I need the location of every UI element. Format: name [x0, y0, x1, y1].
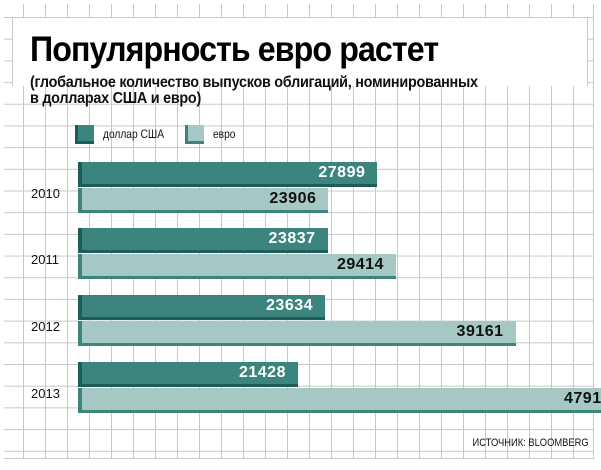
year-label-2011: 2011 — [31, 252, 59, 267]
bar-usd-2011: 23837 — [78, 228, 328, 253]
bar-value-label: 23906 — [269, 190, 317, 207]
legend-label-usd: доллар США — [103, 127, 165, 141]
bar-value-label: 47918 — [564, 390, 601, 407]
title-panel — [12, 17, 588, 86]
bar-usd-2013: 21428 — [78, 362, 298, 387]
bar-value-label: 23634 — [266, 297, 314, 314]
bar-value-label: 29414 — [336, 256, 384, 273]
year-label-2013: 2013 — [31, 386, 60, 401]
bar-value-label: 23837 — [268, 230, 316, 247]
legend-label-eur: евро — [213, 127, 236, 141]
chart-subtitle-line-1: (глобальное количество выпусков облигаци… — [30, 74, 478, 91]
chart-subtitle-line-2: в долларах США и евро) — [30, 90, 201, 107]
bar-usd-2010: 27899 — [78, 162, 378, 187]
bar-value-label: 39161 — [456, 323, 504, 340]
year-label-2010: 2010 — [31, 186, 60, 201]
bar-usd-2012: 23634 — [78, 295, 326, 320]
bar-eur-2013: 47918 — [78, 388, 601, 413]
bar-value-label: 21428 — [238, 364, 286, 381]
legend-swatch-usd — [75, 125, 94, 144]
bar-value-label: 27899 — [318, 164, 366, 181]
year-label-2012: 2012 — [31, 319, 60, 334]
bar-eur-2011: 29414 — [78, 254, 396, 279]
chart-title: Популярность евро растет — [30, 30, 439, 69]
source-note: ИСТОЧНИК: BLOOMBERG — [472, 437, 589, 449]
legend-swatch-eur — [185, 125, 204, 144]
bar-eur-2010: 23906 — [78, 188, 329, 213]
bar-eur-2012: 39161 — [78, 321, 516, 346]
